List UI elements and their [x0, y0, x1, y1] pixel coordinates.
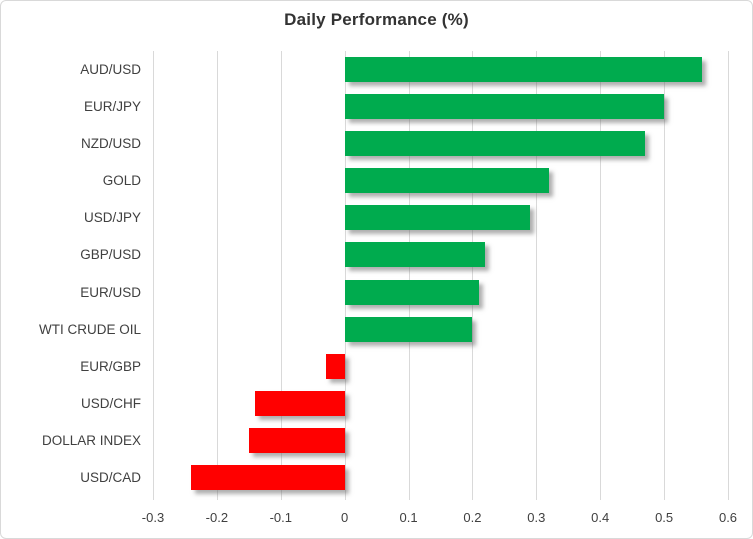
gridline — [728, 51, 729, 500]
x-tick-label: 0 — [341, 510, 349, 525]
x-tick-label: 0.1 — [399, 510, 418, 525]
x-tick-label: 0.5 — [655, 510, 674, 525]
category-label: GBP/USD — [80, 247, 141, 263]
x-tick-label: 0.3 — [527, 510, 546, 525]
bar-aud-usd — [344, 57, 703, 83]
bar-gbp-usd — [344, 242, 486, 268]
bar-usd-cad — [191, 464, 345, 490]
category-label: GOLD — [102, 173, 141, 189]
category-label: DOLLAR INDEX — [41, 432, 141, 448]
gridline — [408, 51, 410, 500]
x-tick-label: -0.2 — [205, 510, 229, 525]
category-axis: AUD/USD EUR/JPY NZD/USD GOLD USD/JPY GBP/USD E… — [1, 51, 141, 496]
bar-wti-crude-oil — [344, 316, 473, 342]
bar-usd-jpy — [344, 205, 530, 231]
gridline — [216, 51, 218, 500]
category-label: WTI CRUDE OIL — [38, 321, 141, 337]
x-tick-label: -0.3 — [141, 510, 165, 525]
category-label: EUR/GBP — [80, 358, 141, 374]
bar-eur-usd — [344, 279, 479, 305]
bar-nzd-usd — [344, 131, 645, 157]
gridline — [664, 51, 666, 500]
x-tick-label: 0.6 — [718, 510, 738, 525]
gridline — [280, 51, 282, 500]
chart-title: Daily Performance (%) — [284, 10, 469, 29]
category-label: AUD/USD — [80, 62, 141, 78]
bar-usd-chf — [255, 390, 345, 416]
bar-eur-gbp — [325, 353, 345, 379]
gridline — [536, 51, 538, 500]
gridline — [600, 51, 602, 500]
category-label: USD/CAD — [80, 469, 141, 485]
category-label: USD/CHF — [81, 395, 141, 411]
bar-eur-jpy — [344, 94, 665, 120]
category-label: EUR/USD — [80, 284, 141, 300]
plot-area — [153, 51, 729, 500]
value-axis: -0.3 -0.2 -0.1 0 0.1 0.2 0.3 0.4 0.5 0.6 — [142, 510, 737, 530]
bar-gold — [344, 168, 550, 194]
category-label: NZD/USD — [81, 136, 141, 152]
gridline — [344, 51, 346, 500]
bar-dollar-index — [248, 427, 345, 453]
x-tick-label: 0.2 — [463, 510, 482, 525]
category-label: USD/JPY — [83, 210, 141, 226]
category-label: EUR/JPY — [83, 99, 141, 115]
gridline — [153, 51, 154, 500]
gridline — [472, 51, 474, 500]
x-tick-label: -0.1 — [269, 510, 292, 525]
x-tick-label: 0.4 — [591, 510, 610, 525]
